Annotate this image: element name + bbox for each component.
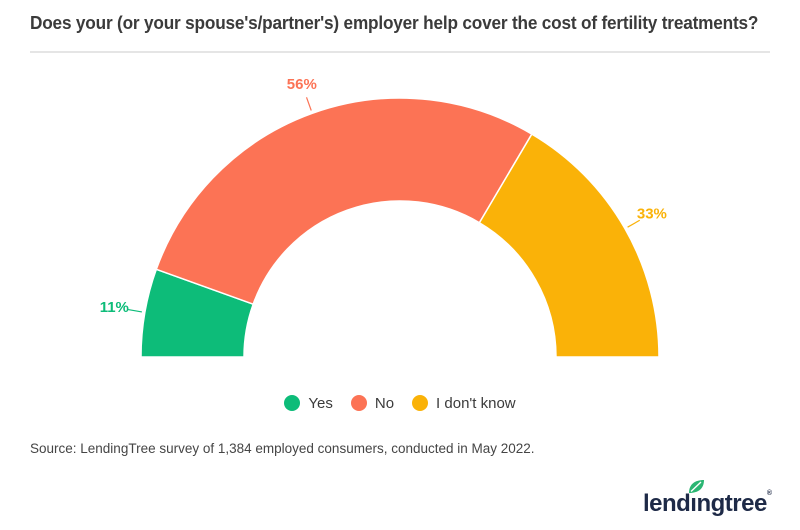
logo-text: lendıngtree (642, 490, 767, 517)
donut-chart-svg: 11% 56% 33% (100, 76, 667, 358)
half-donut-chart: 11% 56% 33% (0, 58, 800, 370)
title-divider (30, 51, 770, 53)
label-leader-line (305, 97, 312, 111)
legend-item-no: No (350, 394, 395, 412)
page-title: Does your (or your spouse's/partner's) e… (30, 12, 759, 33)
legend-item-yes: Yes (284, 394, 333, 412)
slice-value-label: 56% (287, 76, 317, 93)
slice-value-label: 33% (637, 205, 667, 222)
legend-item-dont-know: I don't know (412, 395, 516, 412)
slice-no (155, 97, 533, 306)
slice-i-don-t-know (478, 133, 660, 358)
label-leader-line (627, 219, 641, 228)
legend-dot-dont-know (412, 395, 429, 411)
source-note: Source: LendingTree survey of 1,384 empl… (30, 441, 535, 456)
legend-dot-no (350, 395, 367, 411)
legend-label: Yes (308, 394, 333, 412)
legend-dot-yes (284, 395, 301, 411)
legend-label: I don't know (436, 394, 516, 412)
chart-legend: Yes No I don't know (0, 393, 800, 413)
label-leader-line (128, 308, 143, 313)
leaf-icon (688, 480, 704, 493)
legend-label: No (374, 394, 395, 412)
slice-value-label: 11% (100, 299, 129, 316)
logo-registered-mark: ® (766, 490, 772, 497)
lendingtree-logo: lendıngtree® (643, 479, 772, 519)
